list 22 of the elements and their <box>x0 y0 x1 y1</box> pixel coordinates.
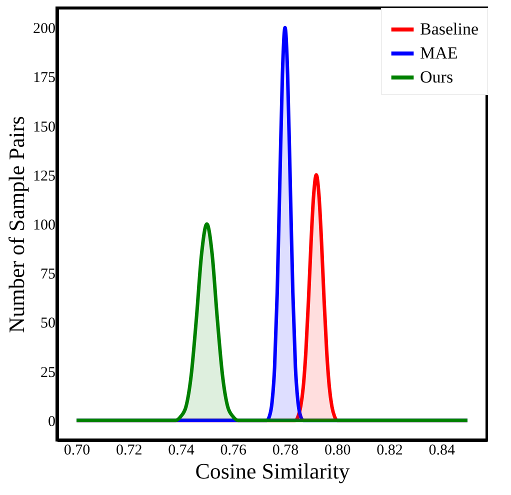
y-tick-label: 100 <box>33 218 56 234</box>
x-tick-label: 0.84 <box>428 442 456 458</box>
legend-label: MAE <box>420 44 458 62</box>
y-tick-label: 0 <box>48 414 56 430</box>
y-tick-label: 175 <box>33 70 56 86</box>
x-tick-label: 0.74 <box>168 442 195 458</box>
y-tick-label: 75 <box>40 266 56 283</box>
x-tick-label: 0.72 <box>116 442 142 458</box>
x-tick-label: 0.76 <box>220 442 248 458</box>
x-tick-label: 0.80 <box>324 442 351 458</box>
y-tick-label: 150 <box>33 119 56 136</box>
x-tick-label: 0.82 <box>376 442 403 458</box>
x-tick-label: 0.70 <box>64 442 90 458</box>
y-tick-label: 125 <box>33 168 56 184</box>
legend-label: Baseline <box>420 20 479 38</box>
y-tick-label: 200 <box>33 21 56 38</box>
x-axis-title: Cosine Similarity <box>195 458 350 484</box>
y-tick-label: 50 <box>40 316 56 332</box>
y-tick-label: 25 <box>40 364 56 381</box>
legend-label: Ours <box>420 68 454 86</box>
y-axis-title: Number of Sample Pairs <box>4 116 29 333</box>
x-tick-label: 0.78 <box>272 442 299 458</box>
